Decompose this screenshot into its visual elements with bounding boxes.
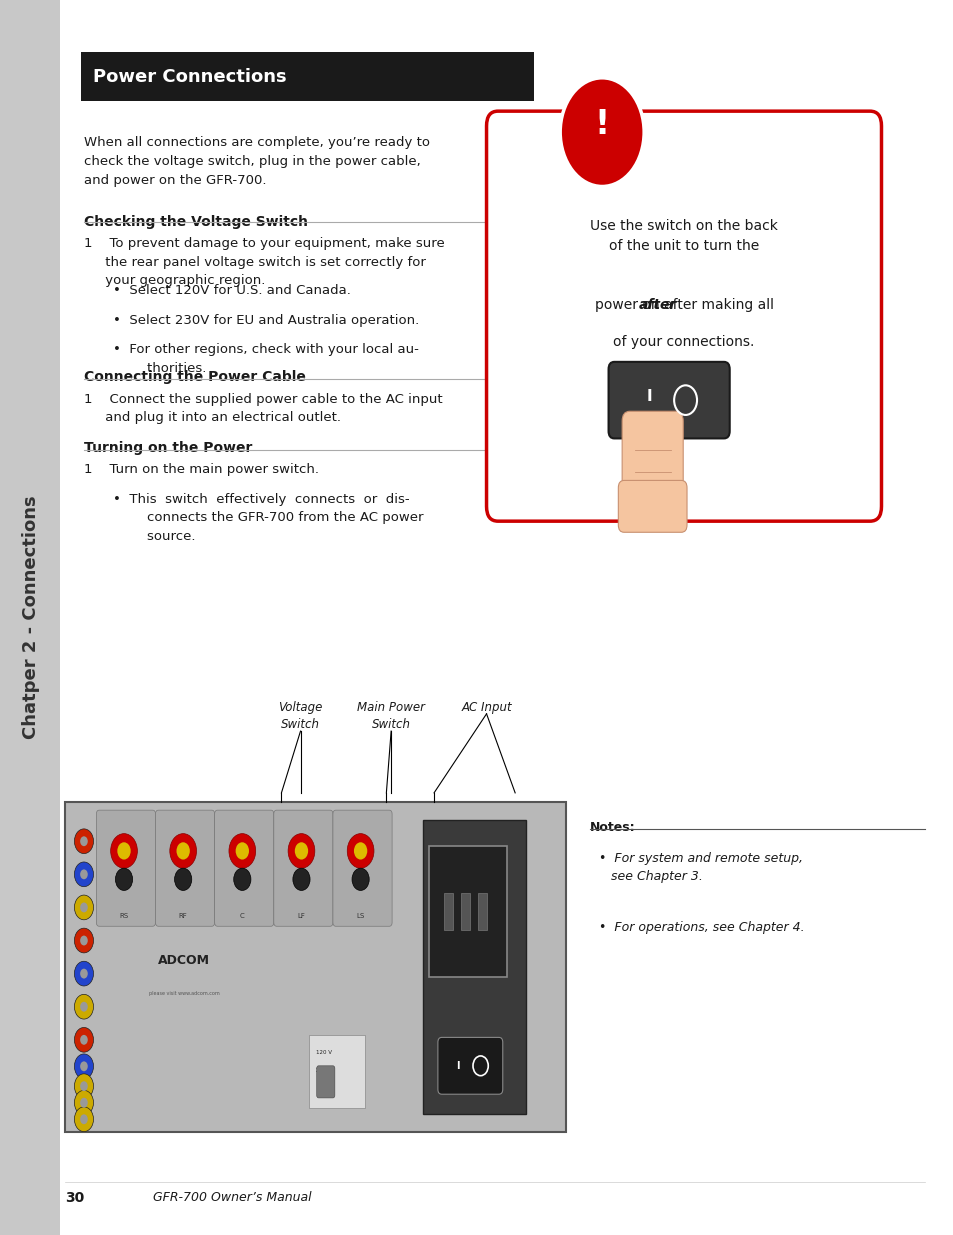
Text: •  Select 230V for EU and Australia operation.: • Select 230V for EU and Australia opera… — [112, 314, 418, 327]
Text: •  Select 120V for U.S. and Canada.: • Select 120V for U.S. and Canada. — [112, 284, 350, 298]
Circle shape — [80, 1081, 88, 1091]
Circle shape — [559, 78, 643, 186]
Circle shape — [235, 842, 249, 860]
Text: •  For system and remote setup,
   see Chapter 3.: • For system and remote setup, see Chapt… — [598, 852, 802, 883]
Text: Chatper 2 - Connections: Chatper 2 - Connections — [22, 495, 39, 740]
Text: Power Connections: Power Connections — [92, 68, 286, 85]
FancyBboxPatch shape — [443, 893, 453, 930]
Circle shape — [176, 842, 190, 860]
FancyBboxPatch shape — [96, 810, 155, 926]
Circle shape — [74, 1028, 93, 1052]
Circle shape — [80, 968, 88, 978]
FancyBboxPatch shape — [477, 893, 487, 930]
FancyBboxPatch shape — [437, 1037, 502, 1094]
FancyBboxPatch shape — [65, 802, 565, 1132]
Text: GFR-700 Owner’s Manual: GFR-700 Owner’s Manual — [152, 1192, 311, 1204]
Circle shape — [174, 868, 192, 890]
Circle shape — [80, 836, 88, 846]
Text: Main Power
Switch: Main Power Switch — [356, 701, 425, 731]
Circle shape — [74, 1053, 93, 1078]
Text: AC Input: AC Input — [460, 701, 512, 715]
Circle shape — [288, 834, 314, 868]
Text: 1    To prevent damage to your equipment, make sure
     the rear panel voltage : 1 To prevent damage to your equipment, m… — [84, 237, 444, 287]
Text: power on after making all: power on after making all — [594, 298, 773, 311]
Circle shape — [347, 834, 374, 868]
Circle shape — [294, 842, 308, 860]
FancyBboxPatch shape — [274, 810, 333, 926]
FancyBboxPatch shape — [486, 111, 881, 521]
FancyBboxPatch shape — [316, 1066, 335, 1098]
Circle shape — [80, 936, 88, 946]
FancyBboxPatch shape — [155, 810, 214, 926]
Circle shape — [74, 929, 93, 953]
Text: When all connections are complete, you’re ready to
check the voltage switch, plu: When all connections are complete, you’r… — [84, 136, 430, 186]
Text: 120 V: 120 V — [315, 1050, 332, 1055]
FancyBboxPatch shape — [460, 893, 470, 930]
FancyBboxPatch shape — [422, 820, 525, 1114]
Text: 230 V: 230 V — [315, 1068, 332, 1073]
Circle shape — [74, 1107, 93, 1131]
Circle shape — [80, 869, 88, 879]
Text: LS: LS — [356, 913, 364, 919]
Circle shape — [233, 868, 251, 890]
Circle shape — [74, 895, 93, 920]
FancyBboxPatch shape — [621, 411, 682, 504]
Text: !: ! — [594, 109, 609, 141]
Circle shape — [74, 1091, 93, 1115]
Text: please visit www.adcom.com: please visit www.adcom.com — [149, 990, 219, 995]
Text: LF: LF — [297, 913, 305, 919]
FancyBboxPatch shape — [333, 810, 392, 926]
Circle shape — [293, 868, 310, 890]
FancyBboxPatch shape — [608, 362, 729, 438]
Circle shape — [74, 961, 93, 986]
Circle shape — [111, 834, 137, 868]
Circle shape — [80, 1002, 88, 1011]
Circle shape — [74, 994, 93, 1019]
FancyBboxPatch shape — [429, 846, 506, 977]
Circle shape — [352, 868, 369, 890]
Text: I: I — [456, 1061, 459, 1071]
Circle shape — [80, 903, 88, 913]
Text: of your connections.: of your connections. — [613, 335, 754, 348]
FancyBboxPatch shape — [214, 810, 274, 926]
Text: RS: RS — [119, 913, 129, 919]
Text: I: I — [646, 389, 652, 404]
Text: •  For other regions, check with your local au-
        thorities.: • For other regions, check with your loc… — [112, 343, 418, 375]
Circle shape — [80, 1114, 88, 1124]
Circle shape — [354, 842, 367, 860]
Circle shape — [74, 829, 93, 853]
FancyBboxPatch shape — [618, 480, 686, 532]
Text: Turning on the Power: Turning on the Power — [84, 441, 252, 454]
Circle shape — [80, 1061, 88, 1071]
Text: 1    Connect the supplied power cable to the AC input
     and plug it into an e: 1 Connect the supplied power cable to th… — [84, 393, 442, 425]
Text: Notes:: Notes: — [589, 821, 635, 835]
FancyBboxPatch shape — [0, 0, 60, 1235]
Text: •  For operations, see Chapter 4.: • For operations, see Chapter 4. — [598, 921, 804, 935]
Text: ADCOM: ADCOM — [158, 953, 210, 967]
Text: C: C — [240, 913, 244, 919]
FancyBboxPatch shape — [81, 52, 534, 101]
Text: 1    Turn on the main power switch.: 1 Turn on the main power switch. — [84, 463, 318, 477]
Circle shape — [115, 868, 132, 890]
Text: Checking the Voltage Switch: Checking the Voltage Switch — [84, 215, 308, 228]
Circle shape — [74, 862, 93, 887]
Text: 30: 30 — [65, 1191, 84, 1205]
Circle shape — [74, 1073, 93, 1098]
Text: Use the switch on the back
of the unit to turn the: Use the switch on the back of the unit t… — [590, 219, 777, 253]
Circle shape — [80, 1035, 88, 1045]
Circle shape — [229, 834, 255, 868]
Circle shape — [80, 1098, 88, 1108]
Circle shape — [117, 842, 131, 860]
Text: after: after — [639, 298, 677, 311]
Circle shape — [170, 834, 196, 868]
Text: Connecting the Power Cable: Connecting the Power Cable — [84, 370, 306, 384]
Text: •  This  switch  effectively  connects  or  dis-
        connects the GFR-700 fr: • This switch effectively connects or di… — [112, 493, 422, 542]
Text: RF: RF — [178, 913, 188, 919]
FancyBboxPatch shape — [309, 1035, 365, 1108]
Text: Voltage
Switch: Voltage Switch — [278, 701, 322, 731]
